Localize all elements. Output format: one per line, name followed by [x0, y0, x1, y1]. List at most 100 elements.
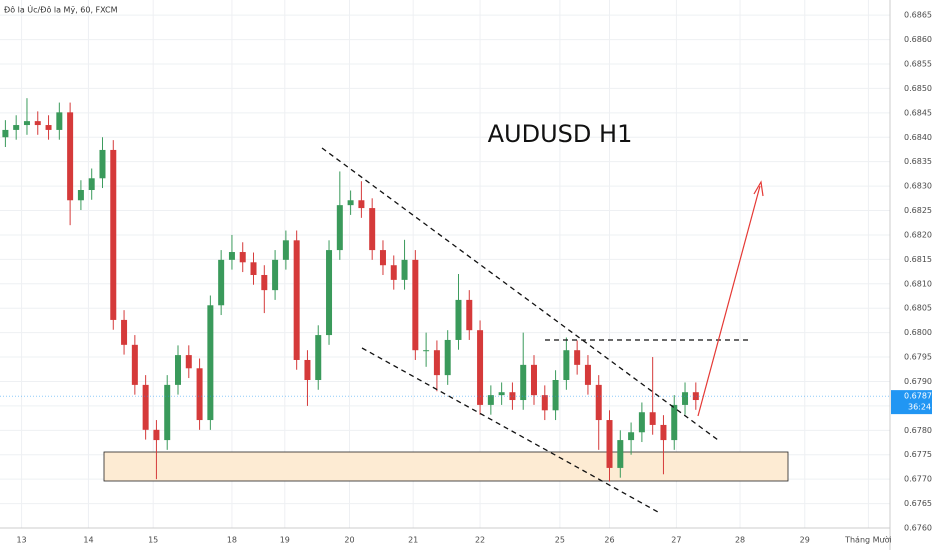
last-price-box [891, 390, 932, 415]
candle-body [13, 125, 20, 130]
candle-body [218, 259, 225, 306]
candle-body [477, 330, 484, 405]
candle-body [433, 350, 440, 376]
candle-body [336, 205, 343, 251]
candle-body [444, 339, 451, 376]
candle-body [574, 350, 581, 365]
candle-body [250, 262, 257, 275]
candle-body [466, 299, 473, 331]
x-tick-label: Tháng Mười [844, 535, 892, 545]
candle-body [34, 121, 41, 126]
candle-body [121, 319, 128, 345]
candle-body [671, 404, 678, 441]
x-tick-label: 13 [16, 536, 26, 545]
candle-body [660, 424, 667, 441]
x-tick-label: 27 [671, 536, 681, 545]
candle-body [304, 359, 311, 381]
x-tick-label: 18 [227, 536, 237, 545]
candle-body [185, 355, 192, 369]
x-tick-label: 26 [604, 536, 614, 545]
candle-body [498, 392, 505, 396]
candle-body [88, 178, 95, 191]
channel-lower [361, 347, 659, 513]
candle-body [379, 250, 386, 266]
candle-body [228, 252, 235, 260]
candle-body [595, 384, 602, 421]
candle-body [628, 432, 635, 441]
candle-body [390, 265, 397, 280]
arrow-head [753, 180, 764, 197]
candle-body [692, 392, 699, 401]
candle-body [45, 125, 52, 130]
candle-body [99, 149, 106, 179]
last-price-label: 0.67870 [904, 392, 932, 401]
x-tick-label: 21 [408, 536, 418, 545]
candle-body [23, 121, 30, 126]
candle-body [293, 240, 300, 360]
x-tick-label: 15 [148, 536, 158, 545]
candle-body [606, 420, 613, 468]
annotation: AUDUSD H1 [488, 120, 633, 148]
candle-body [326, 250, 333, 336]
candle-body [282, 240, 289, 260]
candle-body [423, 350, 430, 352]
x-tick-label: 28 [735, 536, 745, 545]
candle-body [2, 129, 9, 138]
x-tick-label: 29 [800, 536, 810, 545]
candle-body [67, 112, 74, 201]
candle-body [682, 392, 689, 405]
candle-body [272, 259, 279, 291]
candle-body [131, 344, 138, 385]
candle-body [649, 412, 656, 425]
candle-body [541, 395, 548, 411]
candle-body [347, 200, 354, 206]
support-zone [103, 451, 789, 482]
candle-body [412, 259, 419, 351]
candle-body [239, 252, 246, 263]
x-tick-label: 19 [280, 536, 290, 545]
candle-body [509, 392, 516, 401]
candle-body [153, 429, 160, 441]
candle-body [617, 440, 624, 468]
candle-body [584, 364, 591, 385]
candle-body [142, 384, 149, 430]
candle-body [261, 274, 268, 291]
candle-body [207, 305, 214, 421]
candle-body [175, 355, 181, 385]
candle-body [401, 259, 408, 280]
candle-body [196, 368, 203, 421]
candle-body [563, 350, 570, 381]
candle-body [77, 190, 84, 201]
candle-body [531, 364, 537, 396]
candle-body [358, 200, 365, 209]
countdown: 36:24 [908, 403, 931, 412]
candle-body [487, 395, 494, 405]
chart-title: Đô la Úc/Đô la Mỹ, 60, FXCM [4, 4, 118, 15]
candle-body [315, 335, 322, 381]
x-tick-label: 22 [475, 536, 485, 545]
candle-body [520, 364, 527, 401]
candle-body [110, 149, 117, 320]
candle-body [56, 112, 63, 130]
y-tick-label: 0.68650 [904, 11, 932, 20]
